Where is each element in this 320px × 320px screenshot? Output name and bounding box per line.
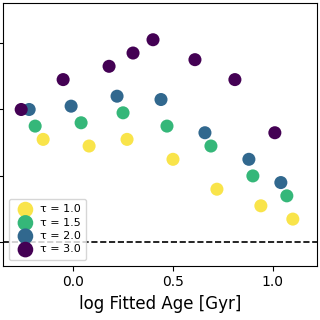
τ = 2.0: [68, 104, 74, 109]
τ = 3.0: [19, 107, 24, 112]
τ = 2.0: [246, 157, 252, 162]
τ = 1.5: [33, 124, 38, 129]
τ = 1.0: [124, 137, 130, 142]
τ = 1.0: [171, 157, 176, 162]
τ = 3.0: [131, 51, 136, 56]
τ = 1.5: [78, 120, 84, 125]
τ = 2.0: [158, 97, 164, 102]
τ = 1.5: [121, 110, 126, 116]
τ = 1.5: [164, 124, 170, 129]
τ = 3.0: [192, 57, 197, 62]
τ = 2.0: [202, 130, 207, 135]
τ = 1.5: [208, 143, 213, 148]
τ = 2.0: [278, 180, 284, 185]
τ = 2.0: [115, 94, 120, 99]
τ = 1.0: [290, 217, 295, 222]
τ = 1.0: [214, 187, 220, 192]
τ = 3.0: [150, 37, 156, 42]
τ = 1.0: [258, 203, 263, 208]
τ = 1.5: [250, 173, 255, 179]
τ = 3.0: [107, 64, 112, 69]
τ = 1.5: [284, 193, 289, 198]
τ = 1.0: [86, 143, 92, 148]
X-axis label: log Fitted Age [Gyr]: log Fitted Age [Gyr]: [79, 295, 241, 313]
Legend: τ = 1.0, τ = 1.5, τ = 2.0, τ = 3.0: τ = 1.0, τ = 1.5, τ = 2.0, τ = 3.0: [9, 199, 86, 260]
τ = 2.0: [27, 107, 32, 112]
τ = 3.0: [232, 77, 237, 82]
τ = 3.0: [60, 77, 66, 82]
τ = 1.0: [41, 137, 46, 142]
τ = 3.0: [272, 130, 277, 135]
